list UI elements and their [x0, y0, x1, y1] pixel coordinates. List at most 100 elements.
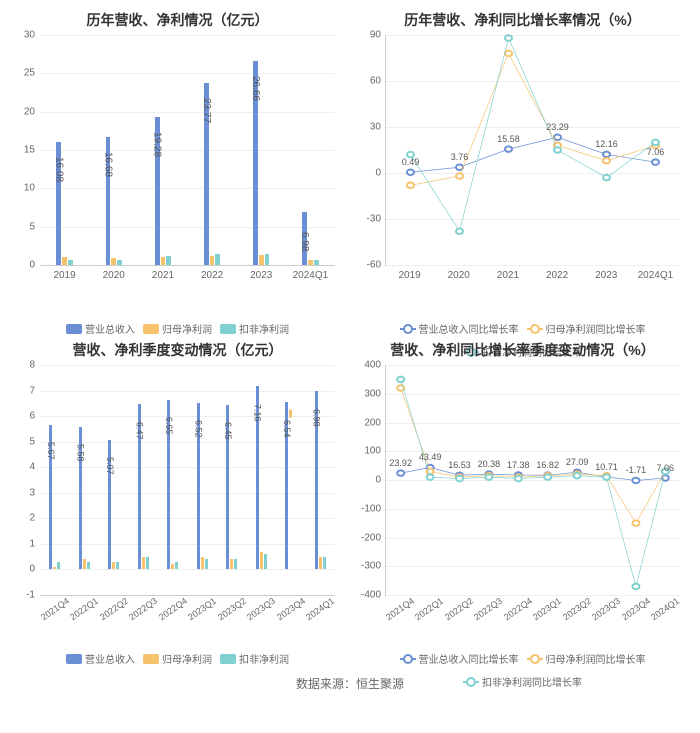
bar-group: 5.67 [43, 425, 67, 570]
x-tick: 2024Q1 [304, 596, 336, 623]
y-tick: 6 [10, 411, 35, 422]
bar-value-label: 6.65 [164, 417, 174, 435]
chart-grid: 历年营收、净利情况（亿元） 05101520253016.0816.6819.28… [10, 10, 690, 660]
y-tick: 7 [10, 385, 35, 396]
plot-area: -10123456785.675.585.076.476.656.526.457… [40, 365, 335, 596]
legend-label: 归母净利润同比增长率 [546, 651, 646, 666]
y-tick: -60 [356, 260, 381, 271]
bar-value-label: 5.07 [105, 457, 115, 475]
bar [166, 256, 171, 265]
x-tick: 2023Q4 [620, 596, 652, 623]
legend-item: 归母净利润 [143, 651, 212, 666]
grid-line [40, 569, 335, 570]
chart-quarterly-rev: 营收、净利季度变动情况（亿元）-10123456785.675.585.076.… [10, 340, 345, 660]
legend-swatch [143, 324, 159, 334]
x-tick: 2022Q4 [502, 596, 534, 623]
bar [83, 559, 86, 569]
chart-title: 历年营收、净利同比增长率情况（%） [355, 10, 690, 30]
line-value-label: 7.06 [647, 147, 665, 157]
bar-group: 23.77 [192, 83, 231, 265]
grid-line [40, 112, 335, 113]
legend-item: 归母净利润 [143, 321, 212, 336]
bar [259, 255, 264, 265]
bar-group: 6.65 [161, 400, 185, 570]
bar [234, 559, 237, 569]
bar [264, 554, 267, 569]
y-tick: 0 [10, 260, 35, 271]
x-tick: 2022Q4 [157, 596, 189, 623]
legend-label: 扣非净利润同比增长率 [482, 674, 582, 689]
y-tick: 8 [10, 360, 35, 371]
x-tick: 2022Q2 [443, 596, 475, 623]
y-tick: 5 [10, 221, 35, 232]
plot-area: 05101520253016.0816.6819.2823.7726.666.9… [40, 35, 335, 266]
bar [314, 260, 319, 265]
y-tick: 4 [10, 462, 35, 473]
x-axis: 2021Q42022Q12022Q22022Q32022Q42023Q12023… [40, 596, 335, 626]
legend-item: 营业总收入 [66, 651, 135, 666]
x-tick: 2020 [448, 270, 470, 281]
bar: 5.58 [79, 427, 82, 570]
bar: 6.52 [197, 403, 200, 570]
bar: 6.54 [285, 402, 288, 569]
legend-label: 营业总收入同比增长率 [419, 651, 519, 666]
y-tick: 20 [10, 106, 35, 117]
bar-value-label: 6.54 [282, 420, 292, 438]
line-value-label: 23.29 [546, 122, 569, 132]
bar: 16.08 [56, 142, 61, 265]
bar [215, 254, 220, 265]
x-tick: 2022Q2 [98, 596, 130, 623]
bar-value-label: 16.08 [53, 157, 64, 182]
bar [112, 562, 115, 570]
bar [260, 552, 263, 570]
bar-group: 6.54 [279, 402, 303, 569]
y-tick: -100 [356, 503, 381, 514]
legend-swatch [66, 324, 82, 334]
y-tick: 30 [10, 30, 35, 41]
x-tick: 2021 [152, 270, 174, 281]
legend-label: 营业总收入 [85, 651, 135, 666]
bar: 6.47 [138, 404, 141, 569]
x-tick: 2022Q1 [413, 596, 445, 623]
chart-annual-rev: 历年营收、净利情况（亿元） 05101520253016.0816.6819.28… [10, 10, 345, 330]
bar-value-label: 6.45 [223, 422, 233, 440]
legend-label: 营业总收入同比增长率 [419, 321, 519, 336]
legend-label: 扣非净利润 [239, 321, 289, 336]
x-tick: 2023Q2 [216, 596, 248, 623]
line-value-label: 15.58 [497, 134, 520, 144]
x-tick: 2023Q1 [531, 596, 563, 623]
x-tick: 2023Q2 [561, 596, 593, 623]
x-tick: 2023 [250, 270, 272, 281]
y-tick: 3 [10, 487, 35, 498]
y-tick: 0 [356, 475, 381, 486]
x-axis: 201920202021202220232024Q1 [385, 266, 680, 296]
x-tick: 2023Q1 [186, 596, 218, 623]
bar [57, 562, 60, 570]
line-value-label: 0.49 [402, 157, 420, 167]
bar-value-label: 7.16 [252, 404, 262, 422]
bar [230, 559, 233, 569]
bar [265, 254, 270, 265]
chart-annual-growth: 历年营收、净利同比增长率情况（%）-60-3003060900.493.7615… [355, 10, 690, 330]
x-tick: 2021Q4 [39, 596, 71, 623]
x-tick: 2019 [398, 270, 420, 281]
legend-item: 营业总收入 [66, 321, 135, 336]
bar [289, 410, 292, 418]
chart-title: 历年营收、净利情况（亿元） [10, 10, 345, 30]
y-tick: 200 [356, 417, 381, 428]
legend-label: 归母净利润 [162, 651, 212, 666]
bar-group: 16.08 [45, 142, 84, 265]
grid-line [40, 365, 335, 366]
legend-item: 扣非净利润 [220, 651, 289, 666]
line-value-label: 23.92 [389, 458, 412, 468]
legend-item: 归母净利润同比增长率 [527, 651, 646, 666]
legend-swatch [400, 328, 416, 330]
chart-title: 营收、净利同比增长率季度变动情况（%） [355, 340, 690, 360]
bar: 6.45 [226, 405, 229, 570]
bar: 5.67 [49, 425, 52, 570]
line-value-label: 20.38 [478, 459, 501, 469]
legend-swatch [220, 324, 236, 334]
bar [116, 562, 119, 570]
line-value-label: 7.06 [657, 463, 675, 473]
y-tick: -1 [10, 590, 35, 601]
